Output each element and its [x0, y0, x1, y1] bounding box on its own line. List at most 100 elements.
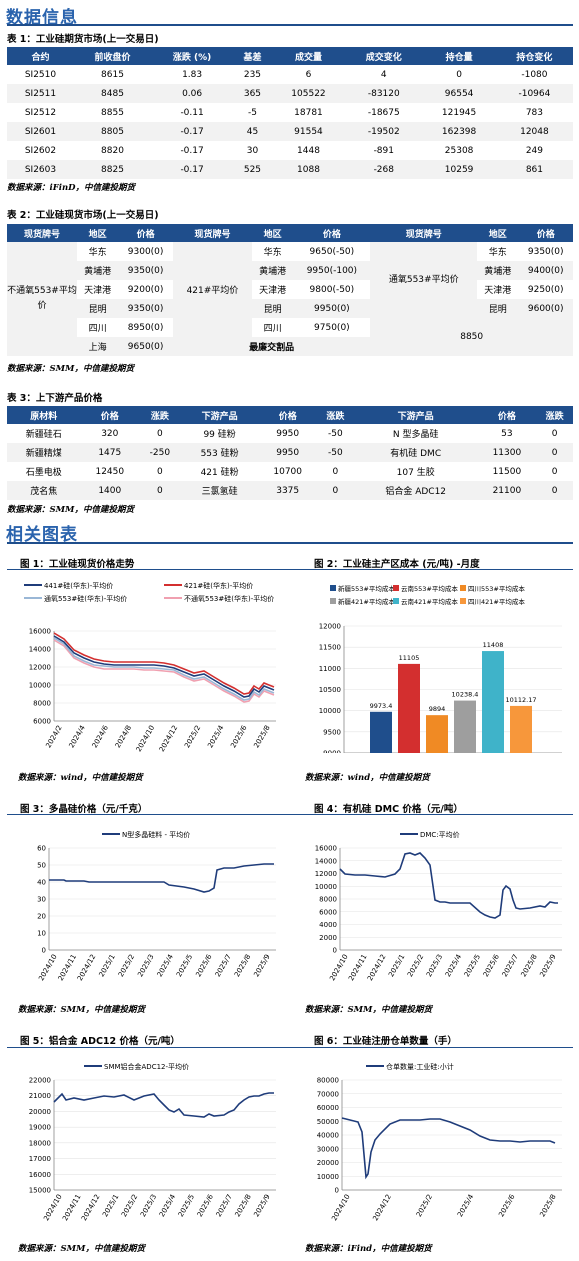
legend-swatch — [460, 585, 466, 591]
table-cell: 9350(0) — [518, 242, 573, 261]
fig4-chart: DMC:平均价 0 2000 4000 6000 8000 10000 12000 14000… — [315, 830, 562, 982]
table-cell: SI2602 — [24, 145, 57, 156]
table-cell: -0.17 — [151, 160, 234, 179]
table-row: SI2602 8820 -0.17 30 1448 -891 25308 249 — [7, 141, 573, 160]
bar — [482, 651, 504, 753]
y-tick-label: 11000 — [319, 665, 341, 673]
table-row: SI2512 8855 -0.11 -5 18781 -18675 121945 783 — [7, 103, 573, 122]
x-tick-label: 2025/7 — [215, 1193, 234, 1218]
table-row: SI2510 8615 1.83 235 6 4 0 -1080 — [7, 65, 573, 84]
fig1-legend-0: 441#硅(华东)-平均价 — [44, 581, 113, 590]
y-tick-label: 30000 — [317, 1145, 339, 1153]
table-row: 原材料 价格 涨跌 下游产品 价格 涨跌 下游产品 价格 涨跌 — [7, 406, 573, 424]
y-tick-label: 6000 — [319, 908, 337, 916]
table-header: 地区 — [77, 224, 119, 242]
table-cell: 9400(0) — [518, 261, 573, 280]
x-tick-label: 2025/4 — [456, 1193, 476, 1219]
table-cell: -0.11 — [180, 107, 204, 118]
fig1-chart: 441#硅(华东)-平均价 421#硅(华东)-平均价 通氧553#硅(华东)-… — [24, 581, 276, 753]
table-cell: 铝合金 ADC12 — [353, 481, 478, 500]
table-cell: 四川 — [252, 318, 294, 337]
y-tick-label: 12000 — [29, 664, 51, 672]
table-cell: 0 — [536, 443, 573, 462]
table-cell: 昆明 — [252, 299, 294, 318]
y-tick-label: 15000 — [29, 1187, 51, 1195]
table-cell: SI2512 — [24, 107, 57, 118]
table-cell: 9250(0) — [518, 280, 573, 299]
x-tick-label: 2025/3 — [425, 953, 444, 978]
table-cell: 1448 — [297, 145, 320, 156]
x-tick-label: 2024/12 — [158, 724, 179, 753]
legend-label: 四川553#平均成本 — [468, 584, 525, 593]
fig4-source: 数据来源：SMM，中信建投期货 — [305, 1005, 432, 1015]
y-tick-label: 22000 — [29, 1077, 51, 1085]
x-tick-label: 2025/9 — [252, 953, 271, 978]
table-header: 地区 — [477, 224, 519, 242]
table-cell: SI2511 — [7, 84, 74, 103]
fig1-legend-3: 不通氧553#硅(华东)-平均价 — [184, 594, 274, 603]
bar-label: 10238.4 — [452, 691, 479, 699]
table-row: 黄埔港 9350(0) 黄埔港 9950(-100) 黄埔港 9400(0) — [7, 261, 573, 280]
table-cell: 0 — [139, 481, 181, 500]
x-tick-label: 2025/8 — [520, 953, 539, 978]
table-cell: 有机硅 DMC — [353, 443, 478, 462]
fig1-caption: 图 1：工业硅现货价格走势 — [20, 559, 135, 570]
bar — [510, 705, 532, 753]
fig4-caption: 图 4：有机硅 DMC 价格（元/吨） — [314, 804, 463, 815]
x-tick-label: 2025/6 — [194, 953, 214, 979]
table-cell: 91554 — [271, 122, 346, 141]
bar — [454, 700, 476, 753]
y-tick-label: 10500 — [319, 686, 341, 694]
table-cell: 105522 — [271, 84, 346, 103]
table-header: 成交变化 — [345, 47, 423, 65]
x-tick-label: 2025/1 — [98, 953, 117, 978]
table-cell: 1088 — [271, 160, 346, 179]
fig1-source: 数据来源：wind，中信建投期货 — [18, 773, 143, 783]
y-tick-label: 21000 — [29, 1092, 51, 1100]
table-cell: 9950(0) — [293, 299, 371, 318]
table-cell: 新疆精煤 — [7, 443, 81, 462]
table-header: 涨跌 — [139, 406, 181, 424]
y-tick-label: 0 — [333, 947, 337, 955]
table-row: 茂名焦 1400 0 三氯氢硅 3375 0 铝合金 ADC12 21100 0 — [7, 481, 573, 500]
y-tick-label: 10000 — [317, 1173, 339, 1181]
table-cell: 861 — [495, 160, 573, 179]
table-cell: 21100 — [477, 481, 537, 500]
legend-label: 新疆553#平均成本 — [338, 584, 395, 593]
caption-rule — [7, 1047, 573, 1048]
y-tick-label: 10000 — [319, 707, 341, 715]
table-header: 价格 — [258, 406, 317, 424]
table-header: 下游产品 — [180, 406, 259, 424]
table-header: 持仓量 — [422, 47, 496, 65]
table-cell: 0 — [332, 466, 339, 477]
x-tick-label: 2025/3 — [139, 1193, 158, 1218]
y-tick-label: 18000 — [29, 1139, 51, 1147]
table-cell: -50 — [327, 428, 343, 439]
table-row: SI2603 8825 -0.17 525 1088 -268 10259 861 — [7, 160, 573, 179]
fig2-chart: 新疆553#平均成本 云南553#平均成本 四川553#平均成本新疆421#平均成本… — [319, 584, 562, 753]
table-row: 现货牌号 地区 价格 现货牌号 地区 价格 现货牌号 地区 价格 — [7, 224, 573, 242]
table-cell: 天津港 — [252, 280, 294, 299]
table-cell: 9950(-100) — [293, 261, 371, 280]
table-cell: 4 — [380, 69, 387, 80]
fig3-chart: N型多晶硅料 - 平均价 0 10 20 30 40 50 60 2024/102024/11… — [37, 830, 276, 982]
bar-label: 11408 — [483, 641, 504, 649]
table-cell: 8825 — [73, 160, 152, 179]
table-header: 价格 — [477, 406, 537, 424]
y-tick-label: 20000 — [29, 1108, 51, 1116]
section-divider — [7, 542, 573, 544]
table-cell: 华东 — [477, 242, 519, 261]
table-cell: SI2603 — [7, 160, 74, 179]
table-cell: 18781 — [294, 107, 323, 118]
table-cell: 235 — [243, 69, 262, 80]
table-cell: 8820 — [101, 145, 124, 156]
table-cell: -18675 — [367, 107, 400, 118]
table-cell: 8950(0) — [118, 318, 173, 337]
fig2-source: 数据来源：wind，中信建投期货 — [305, 773, 430, 783]
y-tick-label: 50000 — [317, 1118, 339, 1126]
y-tick-label: 16000 — [29, 1171, 51, 1179]
y-tick-label: 9500 — [323, 728, 341, 736]
table-header: 持仓变化 — [495, 47, 573, 65]
table-cell: 茂名焦 — [7, 481, 81, 500]
y-tick-label: 14000 — [29, 646, 51, 654]
